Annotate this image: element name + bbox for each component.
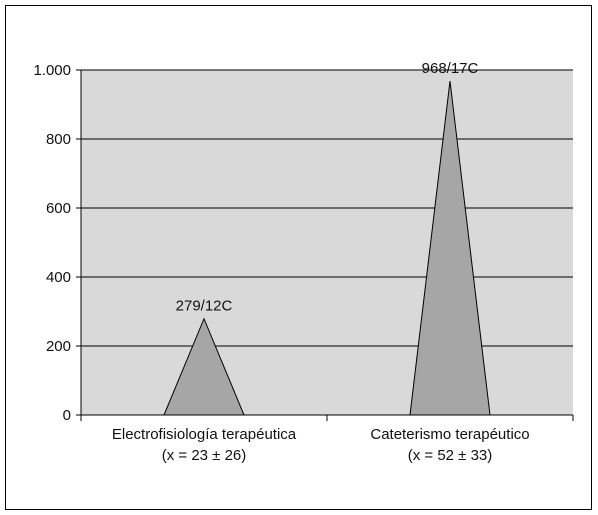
gridlines [81, 69, 573, 347]
triangle-area-chart: 279/12C 968/17C 0 200 400 600 800 1.000 Electrof… [33, 60, 574, 464]
data-label-0: 279/12C [176, 298, 233, 315]
axes [76, 69, 574, 421]
plot-area [81, 70, 573, 415]
category-label-0: Electrofisiología terapéutica [112, 426, 297, 443]
category-sublabel-1: (x = 52 ± 33) [408, 447, 493, 464]
category-sublabel-0: (x = 23 ± 26) [162, 447, 247, 464]
y-tick-label-3: 600 [46, 200, 71, 217]
y-tick-label-2: 400 [46, 269, 71, 286]
category-label-1: Cateterismo terapéutico [370, 426, 529, 443]
labels: 279/12C 968/17C 0 200 400 600 800 1.000 Electrof… [33, 60, 529, 464]
y-tick-label-5: 1.000 [33, 62, 71, 79]
chart-frame: 279/12C 968/17C 0 200 400 600 800 1.000 Electrof… [5, 5, 592, 510]
y-tick-label-0: 0 [63, 407, 71, 424]
y-tick-label-4: 800 [46, 131, 71, 148]
y-tick-label-1: 200 [46, 338, 71, 355]
data-label-1: 968/17C [422, 60, 479, 77]
